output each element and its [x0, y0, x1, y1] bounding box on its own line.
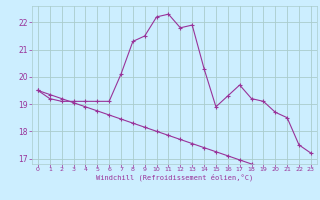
X-axis label: Windchill (Refroidissement éolien,°C): Windchill (Refroidissement éolien,°C) [96, 174, 253, 181]
